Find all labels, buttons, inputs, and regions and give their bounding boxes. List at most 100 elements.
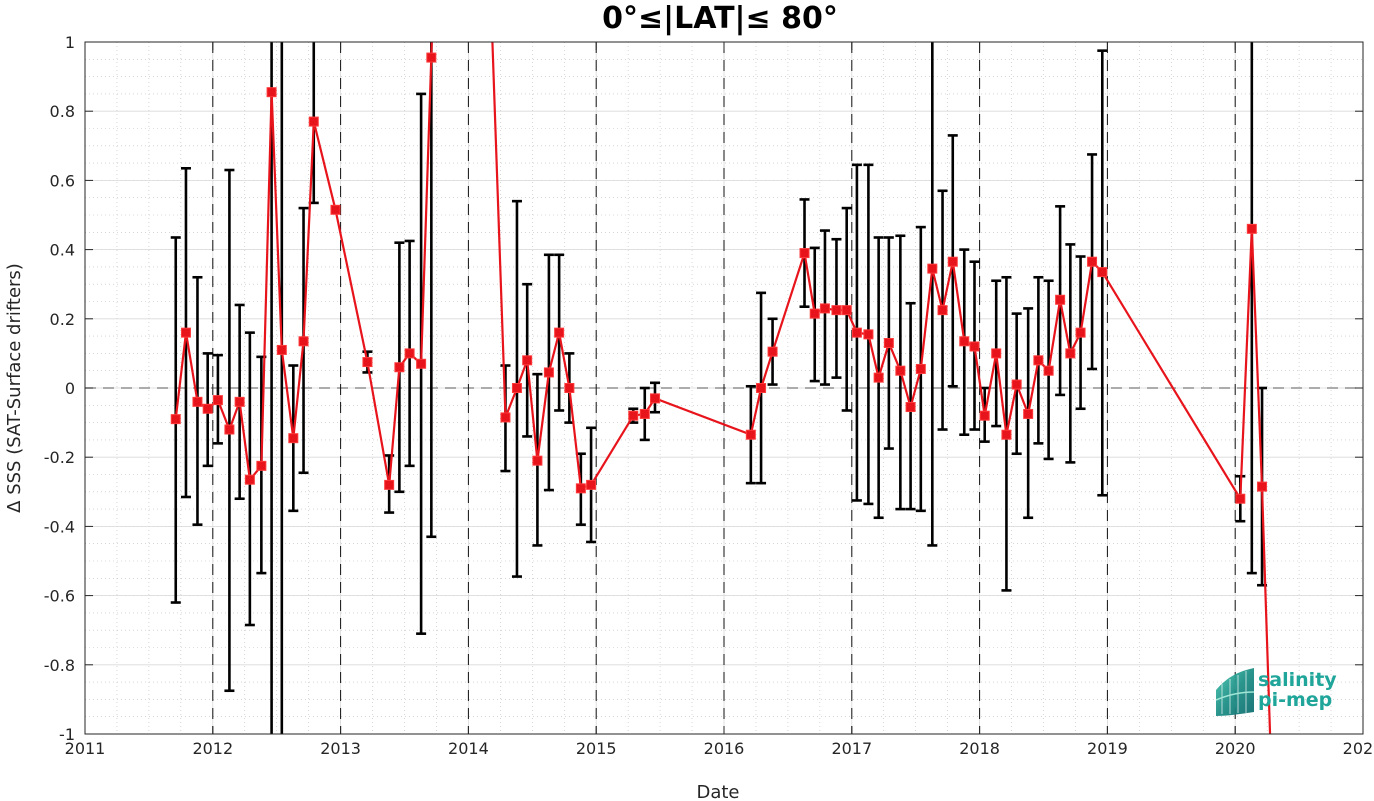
data-point (1033, 355, 1044, 366)
data-point (649, 393, 660, 404)
data-point (831, 305, 842, 316)
data-point (362, 357, 373, 368)
y-tick-label: 1 (65, 33, 75, 52)
x-tick-label: 2018 (959, 739, 1000, 758)
data-point (224, 424, 235, 435)
data-point (404, 348, 415, 359)
data-point (745, 429, 756, 440)
data-point (767, 346, 778, 357)
data-point (308, 116, 319, 127)
y-tick-label: -0.6 (44, 587, 75, 606)
y-tick-label: 0.8 (50, 102, 75, 121)
data-point (276, 344, 287, 355)
data-point (212, 395, 223, 406)
data-point (1087, 256, 1098, 267)
data-point (1043, 365, 1054, 376)
data-point (244, 474, 255, 485)
y-axis-label: Δ SSS (SAT-Surface drifters) (4, 263, 25, 513)
data-point (979, 410, 990, 421)
data-point (809, 308, 820, 319)
wave-logo-icon (1215, 668, 1255, 716)
data-point (969, 341, 980, 352)
data-point (1097, 267, 1108, 278)
data-point (586, 479, 597, 490)
x-tick-label: 2020 (1215, 739, 1256, 758)
x-tick-label: 2017 (831, 739, 872, 758)
series-line (174, 42, 433, 486)
data-point (234, 396, 245, 407)
x-axis-label: Date (696, 782, 739, 801)
salinity-pi-mep-logo: salinity pi-mep (1215, 668, 1337, 716)
data-point (384, 479, 395, 490)
x-tick-label: 2016 (704, 739, 745, 758)
y-tick-label: -1 (59, 725, 75, 744)
y-tick-label: -0.8 (44, 656, 75, 675)
data-point (639, 408, 650, 419)
data-point (1246, 223, 1257, 234)
data-point (756, 383, 767, 393)
data-point (1001, 429, 1012, 440)
data-point (554, 327, 565, 338)
data-point (819, 303, 830, 314)
data-point (192, 396, 203, 407)
x-tick-label: 2014 (448, 739, 489, 758)
data-point (266, 87, 277, 98)
data-point (915, 363, 926, 374)
y-tick-label: -0.2 (44, 448, 75, 467)
data-point (841, 305, 852, 316)
data-point (330, 204, 341, 215)
data-point (1235, 493, 1246, 504)
chart-title: 0°≤|LAT|≤ 80° (602, 1, 838, 36)
logo-text-line2: pi-mep (1258, 689, 1332, 711)
data-point (895, 365, 906, 376)
data-point (298, 336, 309, 347)
data-point (180, 327, 191, 338)
data-point (873, 372, 884, 383)
data-point (500, 412, 511, 423)
axis-ticks (84, 41, 1364, 735)
data-point (522, 355, 533, 366)
data-point (202, 403, 213, 414)
data-point (416, 358, 427, 369)
data-point (288, 433, 299, 444)
data-markers (170, 52, 1268, 504)
x-tick-label: 2012 (192, 739, 233, 758)
data-point (1011, 379, 1022, 390)
data-point (628, 410, 639, 421)
y-tick-label: 0.4 (50, 241, 75, 260)
y-tick-label: 0.6 (50, 171, 75, 190)
data-point (1075, 327, 1086, 338)
data-point (851, 327, 862, 338)
x-tick-label: 2013 (320, 739, 361, 758)
x-tick-label: 2011 (65, 739, 106, 758)
data-point (564, 383, 575, 393)
data-point (947, 256, 958, 267)
x-tick-labels: 2011 2012 2013 2014 2015 2016 2017 2018 2019 2020… (65, 739, 1374, 758)
data-point (532, 455, 543, 466)
data-point (863, 329, 874, 340)
y-tick-labels: -1 -0.8 -0.6 -0.4 -0.2 0 0.2 0.4 0.6 0.8 1 (44, 33, 75, 744)
x-tick-label: 2019 (1087, 739, 1128, 758)
y-tick-label: 0 (65, 379, 75, 398)
x-tick-label: 2015 (576, 739, 617, 758)
data-point (256, 460, 267, 471)
y-tick-label: 0.2 (50, 310, 75, 329)
data-point (799, 248, 810, 259)
y-tick-label: -0.4 (44, 517, 75, 536)
data-point (170, 414, 181, 425)
data-point (1055, 294, 1066, 305)
data-point (937, 305, 948, 316)
data-point (883, 338, 894, 349)
data-point (575, 483, 586, 494)
x-tick-label: 2021 (1343, 739, 1374, 758)
data-point (927, 263, 938, 274)
data-point (394, 362, 405, 373)
data-point (1023, 408, 1034, 419)
data-point (991, 348, 1002, 359)
data-point (511, 383, 522, 393)
data-point (959, 336, 970, 347)
data-point (426, 52, 437, 63)
data-point (1065, 348, 1076, 359)
data-point (905, 402, 916, 413)
